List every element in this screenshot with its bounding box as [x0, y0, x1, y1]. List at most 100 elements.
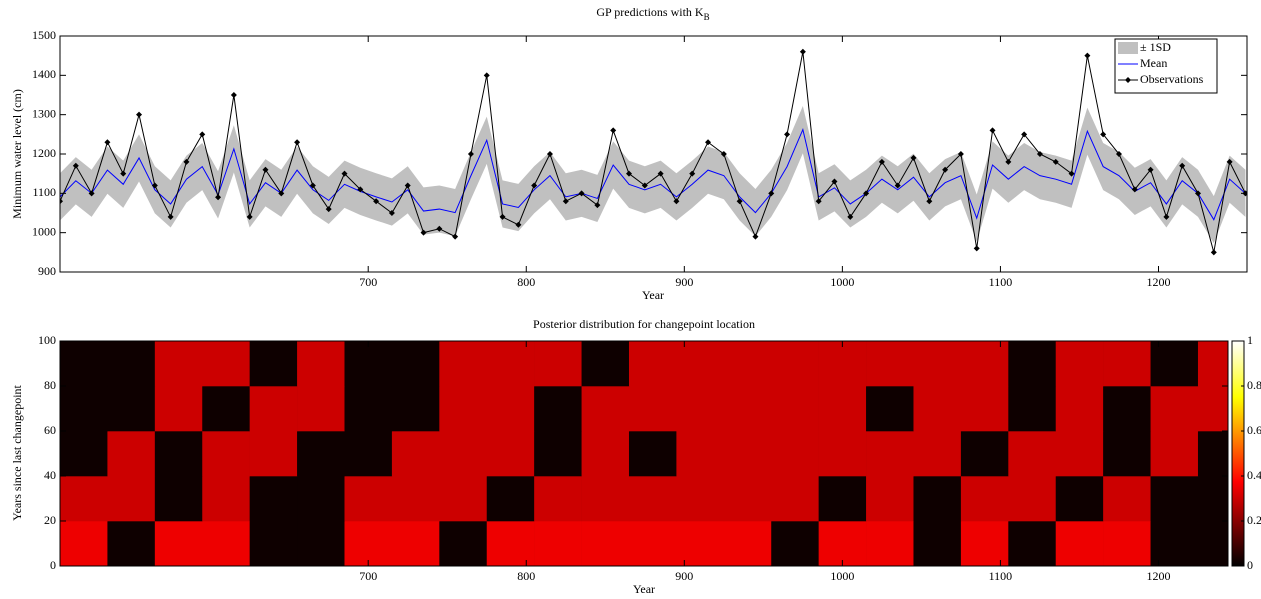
observation-point — [120, 170, 127, 177]
heatmap-cell — [960, 431, 1009, 477]
heatmap-cell — [439, 431, 488, 477]
heatmap-cell — [1008, 521, 1057, 566]
heatmap-cell — [818, 476, 867, 522]
heatmap-cell — [391, 386, 440, 432]
heatmap-cell — [107, 521, 156, 566]
heatmap-cell — [866, 386, 914, 432]
sd-band — [60, 106, 1246, 244]
heatmap-cell — [1197, 341, 1228, 387]
observation-point — [136, 111, 143, 118]
observation-point — [657, 170, 664, 177]
x-tick-label: 700 — [359, 569, 377, 583]
heatmap-cell — [60, 521, 108, 566]
heatmap-cell — [202, 386, 250, 432]
observation-point — [847, 213, 854, 220]
heatmap-cell — [107, 386, 156, 432]
heatmap-cell — [913, 341, 962, 387]
axes-frame — [59, 340, 1229, 567]
heatmap-cell — [913, 521, 962, 566]
heatmap-cell — [439, 521, 488, 566]
y-tick-label: 1500 — [32, 28, 56, 42]
heatmap-cell — [1055, 341, 1104, 387]
heatmap-cell — [249, 521, 298, 566]
observation-point — [278, 190, 285, 197]
heatmap-cell — [486, 521, 535, 566]
heatmap-cell — [202, 521, 250, 566]
observation-point — [799, 48, 806, 55]
heatmap-cell — [1103, 476, 1151, 522]
observation-point — [246, 213, 253, 220]
heatmap-cell — [676, 386, 725, 432]
heatmap-cell — [534, 521, 582, 566]
colorbar-tick-label: 0.6 — [1247, 423, 1261, 437]
heatmap-cell — [818, 521, 867, 566]
colorbar-tick-label: 0.2 — [1247, 513, 1261, 527]
observation-point — [831, 178, 838, 185]
heatmap-cell — [486, 341, 535, 387]
y-axis-label: Minimum water level (cm) — [10, 89, 24, 219]
heatmap-cell — [676, 341, 725, 387]
observation-point — [1226, 158, 1233, 165]
heatmap-cell — [1008, 386, 1057, 432]
observation-point — [1036, 151, 1043, 157]
heatmap-cell — [581, 386, 630, 432]
observation-point — [1131, 186, 1138, 193]
observation-point — [1084, 52, 1091, 59]
observation-point — [1179, 162, 1186, 169]
heatmap-cell — [771, 341, 819, 387]
heatmap-cell — [202, 431, 250, 477]
x-tick-label: 1100 — [989, 569, 1013, 583]
heatmap-cell — [534, 341, 582, 387]
heatmap-cell — [723, 521, 772, 566]
heatmap-cell — [723, 476, 772, 522]
heatmap-cell — [60, 431, 108, 477]
observation-point — [546, 151, 553, 157]
heatmap-cell — [249, 431, 298, 477]
colorbar — [1231, 340, 1245, 567]
observation-point — [578, 190, 585, 197]
heatmap-cell — [1008, 431, 1057, 477]
heatmap-cell — [1197, 476, 1228, 522]
heatmap-cell — [344, 476, 393, 522]
heatmap-cell — [866, 476, 914, 522]
observation-point — [894, 182, 901, 189]
title-subscript: B — [704, 12, 710, 22]
heatmap-cell — [534, 431, 582, 477]
heatmap-cell — [1055, 521, 1104, 566]
y-tick-label: 0 — [50, 558, 56, 572]
axes: 700 800 900 1000 1100 12009001000110012001300… — [32, 28, 1261, 583]
heatmap-cell — [60, 386, 108, 432]
heatmap-cell — [1150, 386, 1199, 432]
heatmap-cell — [581, 476, 630, 522]
heatmap-cell — [297, 521, 345, 566]
observation-point — [752, 233, 759, 240]
axes-frame — [59, 35, 1248, 273]
heatmap-cell — [1103, 341, 1151, 387]
heatmap-cell — [439, 386, 488, 432]
observation-point — [167, 213, 174, 220]
x-tick-label: 1000 — [830, 275, 854, 289]
observation-point — [388, 210, 395, 216]
heatmap-cell — [960, 386, 1009, 432]
heatmap-cell — [154, 521, 203, 566]
legend-label: Observations — [1140, 72, 1204, 86]
heatmap-cell — [771, 476, 819, 522]
heatmap-cell — [391, 341, 440, 387]
observation-point — [1210, 249, 1217, 256]
observation-point — [262, 166, 269, 173]
heatmap-cell — [1103, 386, 1151, 432]
observation-point — [878, 158, 885, 165]
heatmap-cell — [1055, 476, 1104, 522]
heatmap-cell — [771, 521, 819, 566]
heatmap-cell — [1197, 431, 1228, 477]
heatmap-cell — [628, 521, 677, 566]
legend-marker — [1125, 77, 1131, 83]
heatmap-cell — [1197, 521, 1228, 566]
heatmap-cell — [60, 341, 108, 387]
heatmap-cell — [534, 386, 582, 432]
observation-point — [626, 170, 633, 177]
x-axis-label: Year — [633, 582, 655, 596]
heatmap-cell — [344, 521, 393, 566]
